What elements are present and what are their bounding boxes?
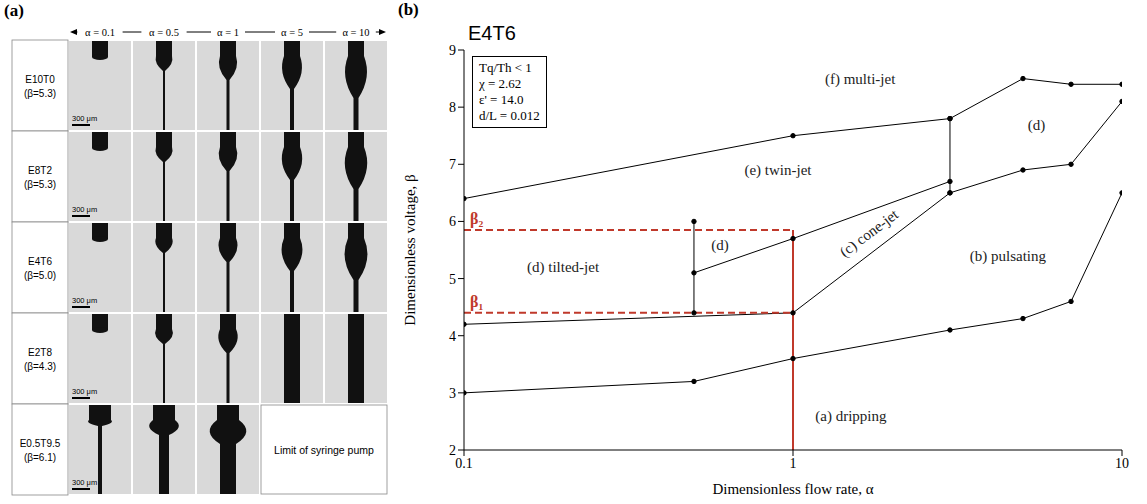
html-text:(b): (b) — [398, 0, 419, 19]
svg-text:E8T2: E8T2 — [28, 165, 52, 176]
svg-text:300 μm: 300 μm — [72, 387, 97, 396]
svg-text:300 μm: 300 μm — [72, 114, 97, 123]
svg-text:(β=5.3): (β=5.3) — [24, 179, 56, 190]
svg-text:Dimensionless flow rate, α: Dimensionless flow rate, α — [712, 481, 873, 497]
svg-text:7: 7 — [449, 157, 456, 172]
svg-text:9: 9 — [449, 43, 456, 58]
html-text:d/L = 0.012: d/L = 0.012 — [479, 108, 540, 123]
svg-text:6: 6 — [449, 214, 456, 229]
svg-text:(a) dripping: (a) dripping — [815, 408, 887, 425]
svg-text:E0.5T9.5: E0.5T9.5 — [20, 438, 61, 449]
svg-text:Limit of syringe pump: Limit of syringe pump — [274, 444, 374, 456]
svg-text:(β=5.0): (β=5.0) — [24, 270, 56, 281]
svg-text:β₂: β₂ — [470, 210, 483, 228]
svg-text:Dimensionless voltage, β: Dimensionless voltage, β — [402, 174, 418, 325]
html-text:χ = 2.62: χ = 2.62 — [479, 76, 522, 91]
svg-text:0.1: 0.1 — [455, 456, 473, 471]
html-text:E4T6: E4T6 — [468, 22, 516, 44]
svg-text:1: 1 — [790, 456, 797, 471]
svg-text:α = 0.5: α = 0.5 — [149, 27, 179, 38]
svg-text:300 μm: 300 μm — [72, 205, 97, 214]
svg-text:(a): (a) — [4, 1, 24, 20]
svg-text:10: 10 — [1115, 456, 1129, 471]
svg-text:(c) cone-jet: (c) cone-jet — [837, 206, 903, 261]
svg-text:8: 8 — [449, 100, 456, 115]
svg-text:α = 0.1: α = 0.1 — [85, 27, 115, 38]
svg-text:300 μm: 300 μm — [72, 296, 97, 305]
svg-text:(β=5.3): (β=5.3) — [24, 88, 56, 99]
svg-text:β₁: β₁ — [470, 293, 483, 311]
svg-text:E4T6: E4T6 — [28, 256, 52, 267]
svg-text:3: 3 — [449, 386, 456, 401]
svg-text:300 μm: 300 μm — [72, 478, 97, 487]
html-text:Tq/Th < 1: Tq/Th < 1 — [479, 60, 532, 75]
svg-text:(e) twin-jet: (e) twin-jet — [744, 162, 812, 179]
svg-text:(β=4.3): (β=4.3) — [24, 361, 56, 372]
svg-text:(d): (d) — [1028, 117, 1046, 134]
html-text:ε' = 14.0: ε' = 14.0 — [479, 92, 524, 107]
svg-text:E2T8: E2T8 — [28, 347, 52, 358]
svg-text:(β=6.1): (β=6.1) — [24, 452, 56, 463]
svg-text:5: 5 — [449, 272, 456, 287]
svg-text:(d): (d) — [711, 237, 729, 254]
svg-text:α = 1: α = 1 — [217, 27, 239, 38]
svg-text:(b) pulsating: (b) pulsating — [970, 248, 1047, 265]
svg-text:4: 4 — [449, 329, 456, 344]
svg-text:2: 2 — [449, 443, 456, 458]
svg-text:α = 5: α = 5 — [281, 27, 303, 38]
svg-text:E10T0: E10T0 — [25, 74, 55, 85]
svg-text:(d) tilted-jet: (d) tilted-jet — [527, 259, 600, 276]
svg-text:α = 10: α = 10 — [342, 27, 369, 38]
svg-text:(f) multi-jet: (f) multi-jet — [825, 71, 896, 88]
